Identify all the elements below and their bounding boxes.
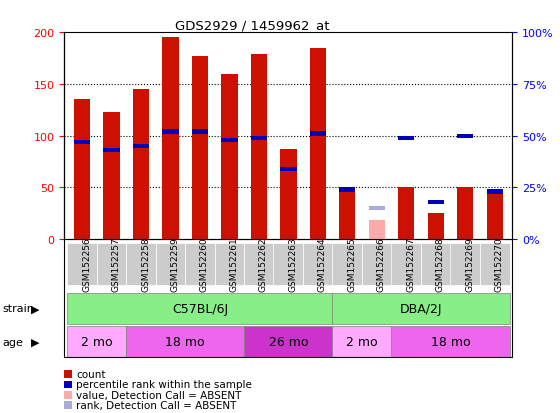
Bar xyxy=(251,136,267,140)
Text: GSM152263: GSM152263 xyxy=(288,237,297,292)
Text: GSM152265: GSM152265 xyxy=(347,237,356,292)
Bar xyxy=(74,100,90,240)
Bar xyxy=(104,149,120,153)
Bar xyxy=(398,136,414,140)
Text: GSM152262: GSM152262 xyxy=(259,237,268,292)
Text: GSM152268: GSM152268 xyxy=(436,237,445,292)
Bar xyxy=(310,48,326,240)
Text: percentile rank within the sample: percentile rank within the sample xyxy=(76,380,252,389)
Text: GSM152261: GSM152261 xyxy=(230,237,239,292)
Bar xyxy=(428,214,444,240)
Bar xyxy=(251,55,267,240)
Text: ▶: ▶ xyxy=(31,337,39,347)
Text: age: age xyxy=(3,337,24,347)
Text: rank, Detection Call = ABSENT: rank, Detection Call = ABSENT xyxy=(76,400,236,410)
Text: GSM152260: GSM152260 xyxy=(200,237,209,292)
Bar xyxy=(133,90,149,240)
Text: DBA/2J: DBA/2J xyxy=(400,302,442,315)
Text: GSM152259: GSM152259 xyxy=(170,237,180,292)
Bar xyxy=(74,140,90,145)
Bar xyxy=(339,190,356,240)
Text: GDS2929 / 1459962_at: GDS2929 / 1459962_at xyxy=(175,19,329,31)
Text: GSM152266: GSM152266 xyxy=(377,237,386,292)
Text: count: count xyxy=(76,369,106,379)
Bar xyxy=(162,38,179,240)
Text: 18 mo: 18 mo xyxy=(165,335,205,348)
Bar xyxy=(192,130,208,134)
Text: GSM152257: GSM152257 xyxy=(111,237,120,292)
Bar xyxy=(457,188,473,240)
Bar xyxy=(104,113,120,240)
Text: ▶: ▶ xyxy=(31,304,39,314)
Bar xyxy=(457,134,473,138)
Bar xyxy=(221,74,237,240)
Bar xyxy=(192,57,208,240)
Text: 18 mo: 18 mo xyxy=(431,335,470,348)
Bar xyxy=(368,206,385,211)
Text: C57BL/6J: C57BL/6J xyxy=(172,302,228,315)
Text: GSM152264: GSM152264 xyxy=(318,237,327,292)
Text: 26 mo: 26 mo xyxy=(269,335,308,348)
Bar xyxy=(162,130,179,134)
Bar xyxy=(339,188,356,192)
Bar xyxy=(281,150,296,240)
Text: GSM152258: GSM152258 xyxy=(141,237,150,292)
Text: GSM152267: GSM152267 xyxy=(407,237,416,292)
Bar xyxy=(281,167,296,171)
Text: GSM152270: GSM152270 xyxy=(494,237,503,292)
Bar xyxy=(487,190,503,194)
Bar xyxy=(221,138,237,142)
Bar xyxy=(310,132,326,136)
Bar xyxy=(133,145,149,149)
Text: strain: strain xyxy=(3,304,35,314)
Bar xyxy=(398,188,414,240)
Bar xyxy=(428,200,444,204)
Text: value, Detection Call = ABSENT: value, Detection Call = ABSENT xyxy=(76,390,241,400)
Text: GSM152256: GSM152256 xyxy=(82,237,91,292)
Bar xyxy=(487,191,503,240)
Bar xyxy=(368,221,385,240)
Text: 2 mo: 2 mo xyxy=(346,335,378,348)
Text: 2 mo: 2 mo xyxy=(81,335,113,348)
Text: GSM152269: GSM152269 xyxy=(465,237,474,292)
